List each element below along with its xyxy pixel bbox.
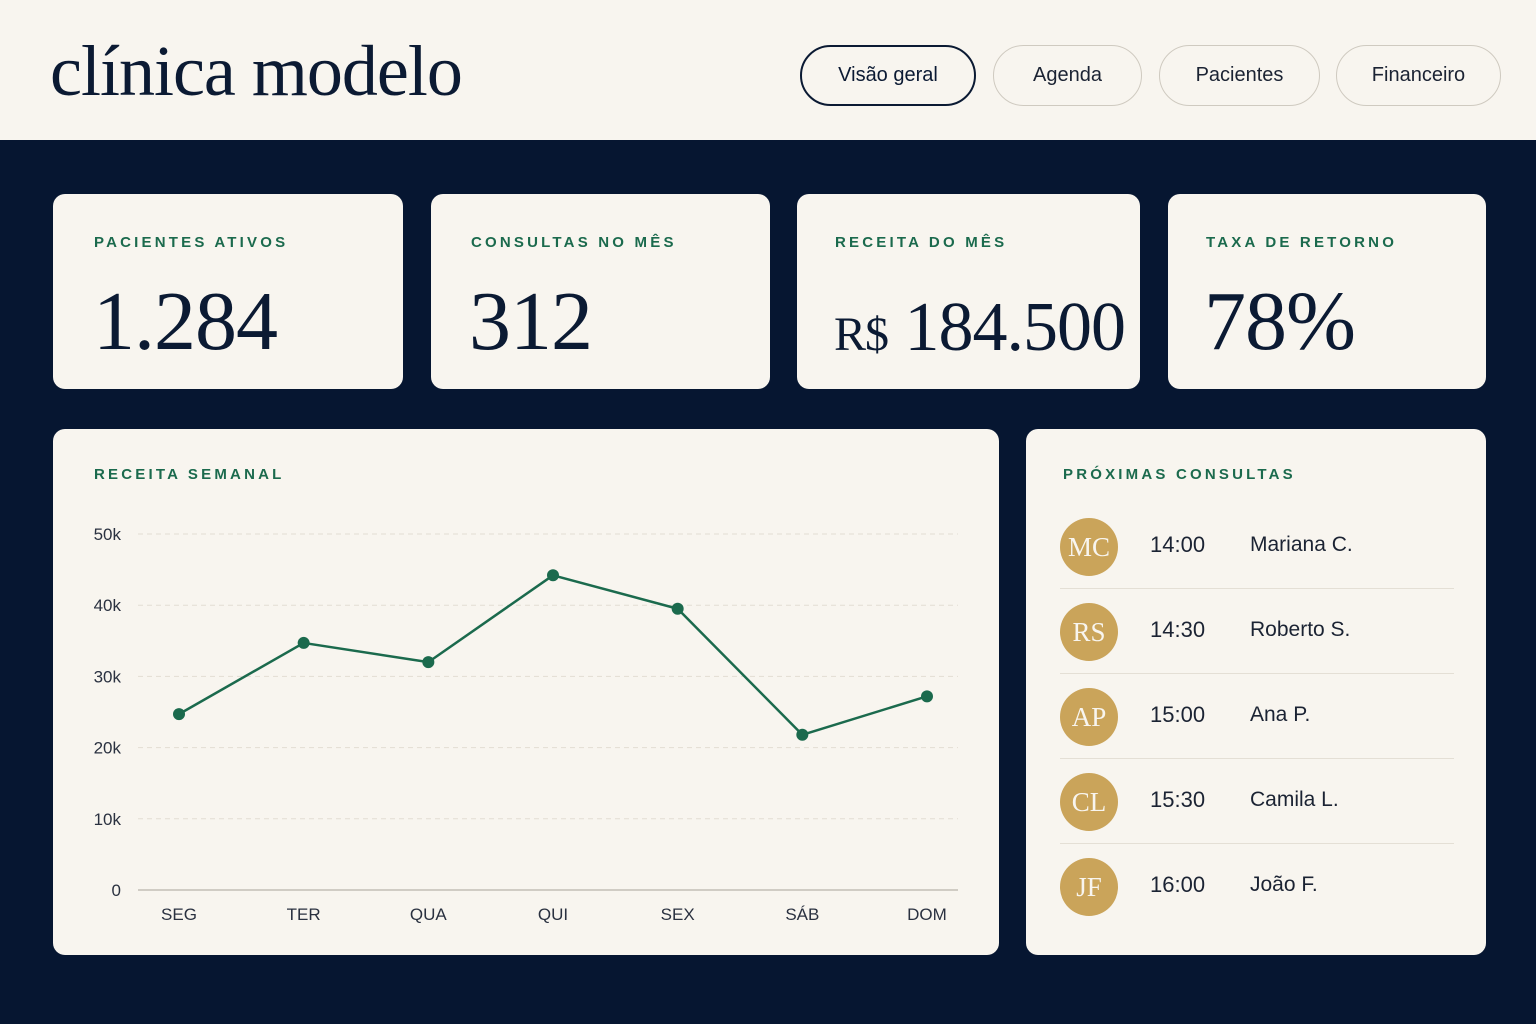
patient-name: Ana P. bbox=[1250, 703, 1311, 726]
kpi-card-active-patients: PACIENTES ATIVOS 1.284 bbox=[53, 194, 403, 389]
y-tick-label: 20k bbox=[94, 739, 122, 758]
avatar: CL bbox=[1060, 773, 1118, 831]
data-point bbox=[671, 602, 684, 615]
kpi-value: R$ 184.500 bbox=[834, 278, 1126, 385]
series-line bbox=[178, 574, 928, 737]
avatar: RS bbox=[1060, 603, 1118, 661]
tab-agenda[interactable]: Agenda bbox=[993, 45, 1142, 106]
weekly-revenue-chart: 0 10k 20k 30k 40k 50k SEG TER QUA QUI SEX SÁB DOM bbox=[94, 525, 958, 924]
tab-financeiro[interactable]: Financeiro bbox=[1336, 45, 1501, 106]
x-tick-label: DOM bbox=[907, 905, 947, 924]
data-point bbox=[547, 569, 559, 582]
patient-name: João F. bbox=[1250, 873, 1318, 896]
kpi-value: 78% bbox=[1204, 275, 1356, 368]
y-tick-label: 40k bbox=[94, 596, 122, 615]
tab-visao-geral[interactable]: Visão geral bbox=[800, 45, 976, 106]
y-tick-label: 30k bbox=[94, 667, 122, 686]
upcoming-appointments-card: PRÓXIMAS CONSULTAS MC 14:00 Mariana C. R… bbox=[1026, 429, 1486, 955]
kpi-value: 312 bbox=[469, 275, 593, 368]
kpi-value: 1.284 bbox=[93, 275, 278, 368]
kpi-card-return-rate: TAXA DE RETORNO 78% bbox=[1168, 194, 1486, 389]
patient-name: Mariana C. bbox=[1250, 533, 1353, 556]
x-tick-label: SEX bbox=[661, 905, 695, 924]
appointment-row[interactable]: RS 14:30 Roberto S. bbox=[1060, 589, 1454, 674]
kpi-label: RECEITA DO MÊS bbox=[835, 234, 1008, 251]
avatar: JF bbox=[1060, 858, 1118, 916]
x-tick-label: TER bbox=[287, 905, 321, 924]
kpi-card-monthly-appointments: CONSULTAS NO MÊS 312 bbox=[431, 194, 770, 389]
data-point bbox=[173, 708, 185, 721]
brand-logo: clínica modelo bbox=[50, 31, 463, 111]
appointment-time: 15:00 bbox=[1150, 702, 1206, 727]
avatar: AP bbox=[1060, 688, 1118, 746]
kpi-card-monthly-revenue: RECEITA DO MÊS R$ 184.500 bbox=[797, 194, 1140, 389]
tab-pacientes[interactable]: Pacientes bbox=[1159, 45, 1320, 106]
data-point bbox=[921, 690, 933, 703]
appointment-time: 14:30 bbox=[1150, 617, 1206, 642]
appointment-row[interactable]: AP 15:00 Ana P. bbox=[1060, 674, 1454, 759]
appointment-row[interactable]: MC 14:00 Mariana C. bbox=[1060, 504, 1454, 589]
revenue-amount: 184.500 bbox=[904, 289, 1126, 366]
appointments-title: PRÓXIMAS CONSULTAS bbox=[1063, 466, 1296, 483]
x-tick-label: SÁB bbox=[785, 905, 819, 924]
avatar: MC bbox=[1060, 518, 1118, 576]
weekly-revenue-card: RECEITA SEMANAL 0 10k 20k 30k 40k 50k SEG TER QU… bbox=[53, 429, 999, 955]
data-point bbox=[422, 656, 435, 669]
y-tick-label: 10k bbox=[94, 810, 122, 829]
chart-title: RECEITA SEMANAL bbox=[94, 466, 285, 483]
x-tick-label: QUI bbox=[538, 905, 568, 924]
x-tick-label: SEG bbox=[161, 905, 197, 924]
currency-symbol: R$ bbox=[834, 308, 889, 361]
appointment-time: 16:00 bbox=[1150, 872, 1206, 897]
y-tick-label: 0 bbox=[112, 881, 121, 900]
patient-name: Camila L. bbox=[1250, 788, 1339, 811]
data-point bbox=[297, 636, 310, 649]
kpi-label: CONSULTAS NO MÊS bbox=[471, 234, 677, 251]
appointment-row[interactable]: CL 15:30 Camila L. bbox=[1060, 759, 1454, 844]
y-tick-label: 50k bbox=[94, 525, 122, 544]
appointment-row[interactable]: JF 16:00 João F. bbox=[1060, 844, 1454, 929]
x-tick-label: QUA bbox=[410, 905, 448, 924]
kpi-label: TAXA DE RETORNO bbox=[1206, 234, 1398, 251]
data-point bbox=[796, 728, 809, 741]
appointment-time: 15:30 bbox=[1150, 787, 1206, 812]
kpi-label: PACIENTES ATIVOS bbox=[94, 234, 289, 251]
top-bar: clínica modelo Visão geral Agenda Pacien… bbox=[0, 0, 1536, 140]
appointment-time: 14:00 bbox=[1150, 532, 1206, 557]
patient-name: Roberto S. bbox=[1250, 618, 1351, 641]
